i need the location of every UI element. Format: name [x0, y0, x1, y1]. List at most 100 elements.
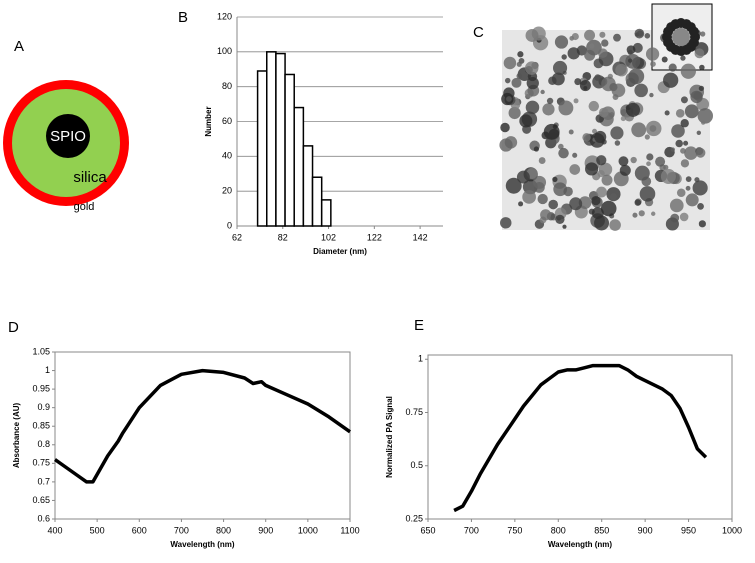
x-axis-label: Wavelength (nm) — [170, 540, 234, 549]
particle — [591, 195, 601, 206]
particle — [680, 119, 689, 128]
panel-label: E — [414, 317, 424, 334]
panel-label: A — [14, 38, 24, 55]
particle — [632, 212, 638, 218]
particle — [599, 31, 606, 38]
particle — [569, 197, 583, 211]
particle — [680, 148, 686, 154]
particle — [645, 47, 660, 61]
particle — [597, 170, 605, 178]
particle — [696, 130, 702, 136]
particle — [627, 58, 633, 63]
particle — [615, 63, 628, 77]
particle — [542, 103, 555, 116]
y-tick-label: 0.7 — [37, 476, 50, 486]
tem-image — [499, 3, 714, 231]
particle — [589, 43, 595, 49]
x-tick-label: 700 — [174, 525, 189, 535]
particle — [516, 170, 530, 184]
y-tick-label: 0.95 — [32, 383, 50, 393]
y-tick-label: 0.85 — [32, 421, 50, 431]
particle — [694, 48, 705, 59]
particle — [594, 215, 610, 231]
particle — [504, 77, 511, 84]
particle — [569, 164, 581, 175]
particle — [634, 199, 642, 206]
particle — [690, 90, 703, 104]
core-shell-diagram: SPIO silica gold — [3, 80, 129, 213]
spio-core — [46, 114, 90, 158]
y-tick-label: 120 — [217, 11, 232, 21]
particle — [685, 185, 691, 191]
panel-label: C — [473, 24, 484, 41]
particle — [517, 51, 524, 58]
particle — [683, 140, 689, 146]
particle — [525, 100, 540, 115]
x-tick-label: 700 — [464, 525, 479, 535]
particle — [679, 212, 689, 222]
plot-frame — [427, 354, 733, 520]
x-tick-label: 950 — [681, 525, 696, 535]
particle — [700, 31, 706, 37]
y-tick-label: 0.25 — [405, 513, 423, 523]
x-tick-label: 400 — [47, 525, 62, 535]
y-tick-label: 1 — [418, 354, 423, 364]
particle — [591, 207, 604, 220]
particle — [562, 224, 567, 229]
particle — [598, 48, 608, 59]
bar — [320, 199, 332, 227]
particle — [594, 74, 602, 81]
particle — [579, 80, 591, 92]
particle — [634, 28, 645, 39]
particle — [675, 109, 685, 118]
y-tick-label: 0.8 — [37, 439, 50, 449]
particle — [628, 68, 645, 85]
particle — [650, 61, 656, 67]
particle — [558, 143, 564, 150]
bar — [302, 145, 314, 227]
particle — [558, 147, 569, 159]
particle — [526, 76, 539, 90]
shell-label: silica — [73, 169, 107, 186]
particle — [625, 102, 641, 117]
particle — [500, 122, 510, 133]
particle — [680, 159, 690, 168]
particle — [646, 153, 654, 161]
particle — [671, 124, 685, 138]
particle — [596, 186, 607, 198]
x-tick-label: 102 — [321, 232, 336, 242]
particle — [697, 202, 704, 210]
particle — [680, 55, 686, 61]
particle — [663, 164, 669, 170]
particle — [508, 106, 521, 120]
particle — [668, 63, 677, 72]
particle — [676, 188, 686, 198]
data-line — [53, 368, 352, 484]
particle — [680, 96, 688, 104]
particle — [524, 61, 539, 75]
particle — [594, 130, 607, 143]
particle — [688, 26, 699, 37]
particle — [503, 56, 517, 70]
particle — [619, 164, 631, 176]
particle — [538, 157, 546, 164]
y-tick-label: 0.75 — [405, 407, 423, 417]
particle — [663, 72, 679, 88]
particle — [573, 98, 579, 104]
particle — [553, 182, 568, 197]
y-tick-label: 0.6 — [37, 513, 50, 523]
x-tick-label: 850 — [594, 525, 609, 535]
particle — [505, 177, 522, 194]
y-tick-label: 0.75 — [32, 458, 50, 468]
y-tick-label: 20 — [222, 186, 232, 196]
particle — [685, 176, 692, 182]
particle — [627, 49, 633, 55]
bar — [311, 176, 323, 227]
particle — [613, 33, 621, 42]
bar — [293, 106, 305, 227]
particle — [641, 176, 652, 187]
particle — [546, 97, 554, 105]
particle — [655, 156, 666, 167]
particle — [548, 199, 559, 210]
y-tick-label: 1 — [45, 365, 50, 375]
